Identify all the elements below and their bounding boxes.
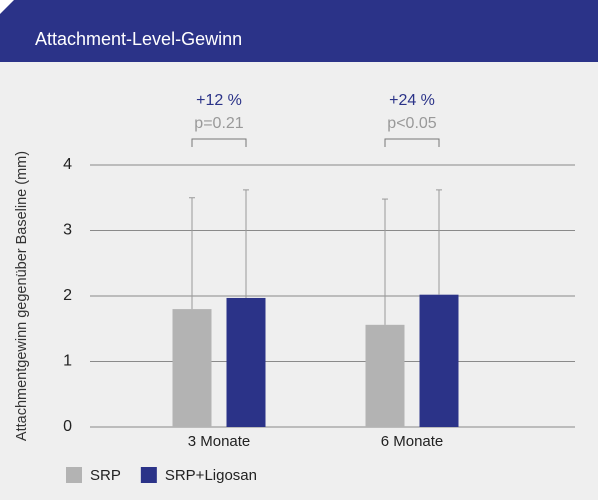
bar: [172, 309, 212, 427]
bracket: [191, 138, 247, 147]
annotation-change: +24 %: [389, 92, 435, 109]
legend-label: SRP+Ligosan: [165, 467, 257, 484]
bracket: [384, 138, 440, 147]
y-tick-label: 3: [63, 222, 72, 239]
header: [0, 0, 598, 62]
legend-swatch: [140, 467, 157, 483]
y-tick-label: 0: [63, 418, 72, 435]
annotation-p: p<0.05: [387, 115, 436, 132]
legend-label: SRP: [90, 467, 121, 484]
y-axis-label: Attachmentgewinn gegenüber Baseline (mm): [14, 151, 30, 441]
annotation-change: +12 %: [196, 92, 242, 109]
y-tick-label: 2: [63, 287, 72, 304]
bar: [226, 297, 266, 427]
y-tick-label: 1: [63, 353, 72, 370]
x-tick-label: 3 Monate: [188, 433, 251, 450]
annotation-p: p=0.21: [194, 115, 243, 132]
x-tick-label: 6 Monate: [381, 433, 444, 450]
legend-swatch: [66, 467, 82, 483]
chart-title: Attachment-Level-Gewinn: [35, 29, 242, 49]
y-tick-label: 4: [63, 156, 72, 173]
bar: [419, 294, 459, 427]
bar: [365, 324, 405, 427]
corner: [0, 0, 14, 14]
